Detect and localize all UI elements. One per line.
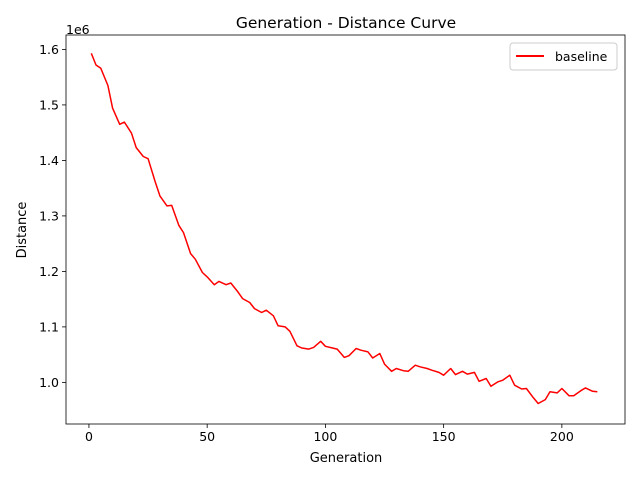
- y-axis-label: Distance: [15, 202, 30, 259]
- x-tick-label: 0: [85, 429, 93, 444]
- plot-area: 0 50 100 150 200 1.0 1.1 1.2 1.3 1.4 1.5 1.6: [39, 34, 626, 444]
- x-axis-label: Generation: [310, 451, 383, 466]
- x-tick-label: 150: [432, 429, 456, 444]
- chart-title: Generation - Distance Curve: [236, 14, 456, 32]
- y-tick-label: 1.5: [39, 97, 59, 112]
- y-tick-label: 1.2: [39, 264, 59, 279]
- y-tick-label: 1.4: [39, 153, 59, 168]
- x-tick-label: 200: [550, 429, 574, 444]
- x-tick-label: 100: [313, 429, 337, 444]
- y-tick-label: 1.0: [39, 375, 59, 390]
- axes-frame: [65, 34, 626, 425]
- y-axis-offset-text: 1e6: [66, 22, 90, 37]
- y-tick-label: 1.6: [39, 42, 59, 57]
- legend: baseline: [509, 42, 618, 71]
- y-tick-label: 1.3: [39, 208, 59, 223]
- y-tick-label: 1.1: [39, 319, 59, 334]
- series-line-baseline: [90, 53, 598, 405]
- legend-entry-baseline: baseline: [555, 49, 608, 64]
- legend-frame: [509, 42, 618, 71]
- x-tick-label: 50: [199, 429, 215, 444]
